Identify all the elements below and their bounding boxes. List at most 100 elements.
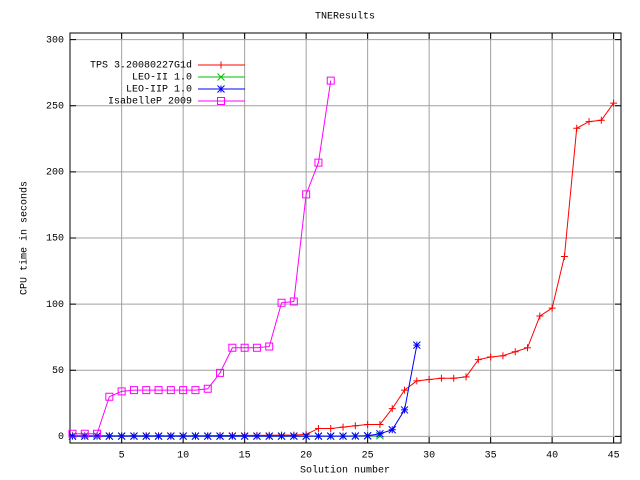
marker bbox=[265, 342, 274, 351]
marker bbox=[68, 432, 77, 440]
marker bbox=[412, 341, 421, 349]
marker bbox=[351, 422, 359, 430]
marker bbox=[68, 429, 77, 438]
marker bbox=[289, 297, 298, 306]
marker bbox=[80, 429, 89, 438]
x-tick-label: 10 bbox=[177, 451, 189, 462]
x-tick-label: 40 bbox=[546, 451, 558, 462]
series-line bbox=[72, 80, 332, 435]
marker bbox=[240, 343, 249, 352]
marker bbox=[302, 190, 311, 199]
x-tick-label: 30 bbox=[423, 451, 435, 462]
marker bbox=[499, 352, 507, 360]
marker bbox=[191, 386, 200, 395]
marker bbox=[487, 353, 495, 361]
marker bbox=[179, 386, 188, 395]
marker bbox=[388, 425, 397, 434]
marker bbox=[142, 386, 151, 395]
marker bbox=[253, 432, 261, 440]
x-tick-label: 35 bbox=[485, 451, 497, 462]
legend-marker bbox=[217, 85, 225, 93]
marker bbox=[277, 432, 286, 440]
marker bbox=[560, 253, 568, 261]
y-tick-label: 50 bbox=[52, 366, 64, 377]
marker bbox=[80, 432, 89, 440]
marker bbox=[573, 124, 581, 132]
y-tick-label: 100 bbox=[46, 300, 64, 311]
marker bbox=[314, 158, 323, 167]
marker bbox=[117, 387, 126, 396]
marker bbox=[129, 386, 138, 395]
legend-marker bbox=[217, 73, 225, 81]
chart-title: TNEResults bbox=[315, 11, 375, 23]
x-tick-label: 20 bbox=[300, 451, 312, 462]
marker bbox=[326, 432, 335, 440]
marker bbox=[511, 348, 519, 356]
marker bbox=[462, 373, 470, 381]
marker bbox=[142, 432, 151, 440]
marker bbox=[474, 356, 482, 364]
marker bbox=[536, 312, 544, 320]
marker bbox=[166, 386, 175, 395]
marker bbox=[450, 374, 458, 382]
y-tick-label: 0 bbox=[58, 432, 64, 443]
marker bbox=[401, 386, 409, 394]
marker bbox=[216, 432, 224, 440]
y-axis-label: CPU time in seconds bbox=[19, 181, 31, 295]
marker bbox=[154, 386, 163, 395]
marker bbox=[93, 432, 101, 440]
marker bbox=[166, 432, 175, 440]
marker bbox=[240, 432, 249, 440]
marker bbox=[351, 432, 360, 440]
marker bbox=[376, 429, 384, 438]
marker bbox=[363, 431, 372, 440]
marker bbox=[154, 432, 163, 440]
marker bbox=[265, 432, 274, 440]
marker bbox=[179, 432, 188, 440]
marker bbox=[437, 374, 445, 382]
marker bbox=[548, 304, 556, 312]
marker bbox=[339, 432, 347, 440]
marker bbox=[105, 432, 114, 440]
x-tick-label: 5 bbox=[119, 451, 125, 462]
marker bbox=[203, 384, 212, 393]
marker bbox=[203, 432, 212, 440]
marker bbox=[585, 118, 593, 126]
x-tick-label: 45 bbox=[608, 451, 620, 462]
marker bbox=[314, 424, 322, 432]
legend-marker bbox=[217, 97, 225, 105]
x-axis-label: Solution number bbox=[300, 465, 390, 477]
marker bbox=[388, 405, 396, 413]
legend-label: TPS 3.20080227G1d bbox=[90, 60, 192, 72]
marker bbox=[376, 420, 384, 428]
marker bbox=[339, 423, 347, 431]
marker bbox=[597, 116, 605, 124]
marker bbox=[302, 432, 310, 440]
marker bbox=[191, 432, 200, 440]
marker bbox=[252, 343, 261, 352]
plot-frame bbox=[69, 32, 622, 444]
marker bbox=[610, 99, 618, 107]
y-tick-label: 200 bbox=[46, 168, 64, 179]
y-tick-label: 250 bbox=[46, 101, 64, 112]
marker bbox=[277, 298, 286, 307]
marker bbox=[130, 432, 138, 440]
marker bbox=[93, 429, 102, 438]
marker bbox=[400, 406, 409, 414]
x-tick-label: 25 bbox=[362, 451, 374, 462]
marker bbox=[228, 343, 237, 352]
marker bbox=[327, 424, 335, 432]
marker bbox=[425, 376, 433, 384]
marker bbox=[364, 420, 372, 428]
legend-label: LEO-II 1.0 bbox=[132, 73, 192, 84]
marker bbox=[314, 432, 323, 440]
y-tick-label: 150 bbox=[46, 234, 64, 245]
y-tick-label: 300 bbox=[46, 35, 64, 46]
legend-marker bbox=[217, 61, 225, 69]
marker bbox=[228, 432, 237, 440]
marker bbox=[289, 432, 298, 440]
marker bbox=[105, 392, 114, 401]
legend-label: LEO-IIP 1.0 bbox=[126, 85, 192, 96]
